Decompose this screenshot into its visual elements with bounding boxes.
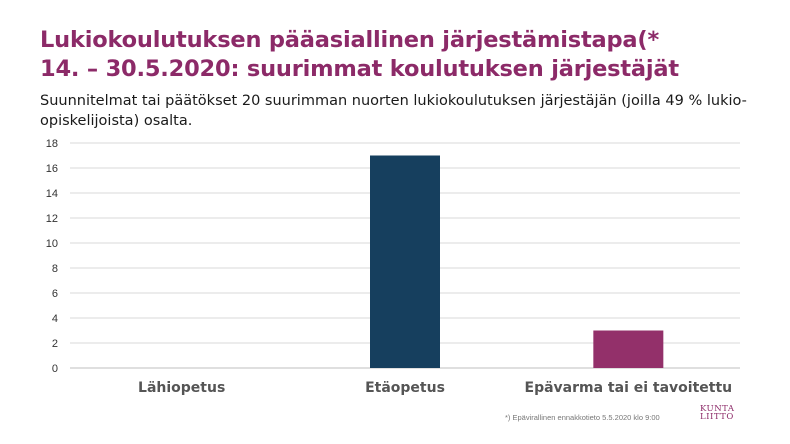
y-tick-label-18: 18 (46, 138, 58, 150)
x-axis-categories: Lähiopetus Etäopetus Epävarma tai ei tavoi… (138, 380, 732, 396)
chart-title-line-1: Lukiokoulutuksen pääasiallinen järjestäm… (40, 27, 660, 53)
bar-2 (370, 155, 440, 368)
y-tick-label-4: 4 (52, 313, 58, 325)
chart-title: Lukiokoulutuksen pääasiallinen järjestäm… (40, 26, 679, 84)
y-tick-label-8: 8 (52, 263, 58, 275)
logo-text-line-2: LIITTO (700, 412, 734, 422)
x-category-label-3: Epävarma tai ei tavoitettu (525, 380, 733, 396)
y-axis-ticks: 0 2 4 6 8 10 12 14 16 18 (46, 138, 58, 375)
y-tick-label-12: 12 (46, 213, 58, 225)
logo-text-line-1: KUNTA (700, 404, 735, 414)
chart-title-line-2: 14. – 30.5.2020: suurimmat koulutuksen j… (40, 56, 679, 82)
footnote: *) Epävirallinen ennakkotieto 5.5.2020 k… (505, 413, 660, 422)
bars (370, 155, 664, 368)
y-tick-label-0: 0 (52, 363, 58, 375)
y-tick-label-14: 14 (46, 188, 58, 200)
x-category-label-2: Etäopetus (365, 380, 445, 396)
y-tick-label-10: 10 (46, 238, 58, 250)
y-tick-label-16: 16 (46, 163, 58, 175)
bar-3 (593, 330, 664, 368)
y-tick-label-2: 2 (52, 338, 58, 350)
chart-subtitle: Suunnitelmat tai päätökset 20 suurimman … (40, 93, 747, 129)
y-tick-label-6: 6 (52, 288, 58, 300)
x-category-label-1: Lähiopetus (138, 380, 225, 396)
kuntaliitto-logo: KUNTA LIITTO (700, 404, 744, 422)
